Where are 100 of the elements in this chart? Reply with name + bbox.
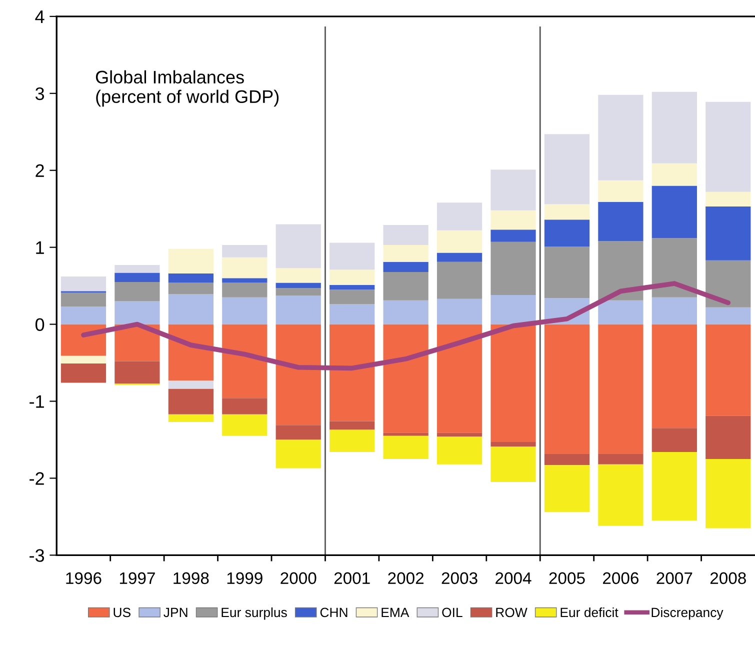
y-tick-label: -2: [30, 472, 44, 485]
bar: [114, 282, 160, 302]
bar: [544, 324, 590, 454]
bar: [544, 454, 590, 466]
y-tick-label: -3: [30, 549, 44, 562]
bar: [276, 440, 321, 468]
bar: [490, 295, 536, 324]
bar: [60, 364, 106, 383]
bar: [598, 300, 644, 324]
bar: [330, 324, 375, 422]
bar: [598, 241, 644, 300]
y-tick-label: 1: [36, 241, 44, 254]
bar: [598, 180, 644, 202]
bar: [706, 192, 751, 207]
bar: [544, 134, 590, 204]
legend-label: Eur surplus: [222, 607, 287, 620]
bar: [114, 361, 160, 384]
bar: [436, 202, 482, 230]
bar: [598, 464, 644, 526]
bar: [222, 245, 268, 258]
bar: [706, 260, 751, 308]
line-series: [81, 281, 731, 371]
bar: [383, 300, 428, 324]
y-tick-label: 3: [35, 87, 44, 100]
bar: [652, 238, 697, 298]
bar: [222, 398, 268, 414]
bar: [652, 92, 697, 164]
legend-label: Eur deficit: [560, 607, 618, 618]
bar: [222, 414, 268, 436]
bar: [490, 210, 536, 230]
x-tick-label: 1999: [227, 572, 262, 584]
bar: [60, 356, 106, 364]
bar: [330, 290, 375, 304]
x-tick-label: 1996: [66, 572, 102, 584]
bar: [330, 304, 375, 324]
legend-label: US: [114, 608, 130, 618]
bar: [168, 324, 214, 380]
bar: [168, 414, 214, 422]
bar: [598, 94, 644, 180]
legend-label: ROW: [496, 608, 528, 618]
bar: [598, 202, 644, 242]
bar: [383, 262, 428, 272]
bar: [330, 242, 375, 270]
bar: [652, 428, 697, 452]
bar: [436, 436, 482, 464]
bar: [652, 452, 697, 521]
x-tick-label: 2001: [334, 572, 370, 584]
bar: [490, 324, 536, 442]
x-tick-label: 2002: [388, 572, 424, 584]
bar: [706, 324, 751, 416]
bar: [544, 246, 590, 298]
bar: [276, 288, 321, 296]
bar: [276, 282, 321, 288]
x-tick-label: 2004: [496, 572, 532, 584]
bar: [490, 442, 536, 447]
bar: [114, 265, 160, 273]
bar: [114, 272, 160, 282]
bar: [222, 297, 268, 324]
bar: [330, 285, 375, 290]
bar: [436, 230, 482, 253]
bar: [168, 273, 214, 283]
bar: [276, 324, 321, 426]
bar: [706, 307, 751, 324]
bar: [652, 297, 697, 324]
y-tick-label: -1: [30, 395, 44, 408]
bar: [436, 324, 482, 433]
bar: [383, 245, 428, 262]
x-tick-label: 2003: [442, 572, 478, 584]
bar: [598, 454, 644, 464]
bar: [168, 248, 214, 274]
bar: [436, 432, 482, 437]
bar: [60, 276, 106, 292]
bar: [490, 170, 536, 210]
bar: [706, 416, 751, 459]
bar: [330, 421, 375, 430]
bar: [436, 262, 482, 299]
bar: [330, 430, 375, 452]
legend-label: CHN: [320, 608, 348, 618]
bar: [276, 296, 321, 324]
y-tick-label: 0: [35, 318, 44, 331]
legend-label: OIL: [442, 608, 462, 618]
bar: [276, 425, 321, 440]
x-tick-label: 2007: [656, 572, 692, 584]
bar: [60, 324, 106, 356]
bar: [544, 220, 590, 247]
bar: [168, 380, 214, 389]
bar: [706, 206, 751, 260]
legend-label: JPN: [164, 608, 188, 618]
bar: [383, 432, 428, 436]
legend-label: Discrepancy: [652, 607, 724, 620]
y-tick-label: 2: [36, 164, 44, 177]
bar: [490, 446, 536, 482]
bar: [652, 324, 697, 428]
bar: [330, 270, 375, 286]
y-tick-label: 4: [35, 10, 44, 23]
bar: [60, 306, 106, 324]
bar: [383, 272, 428, 300]
bar: [706, 458, 751, 528]
bar: [436, 252, 482, 262]
x-tick-label: 2008: [710, 572, 746, 584]
